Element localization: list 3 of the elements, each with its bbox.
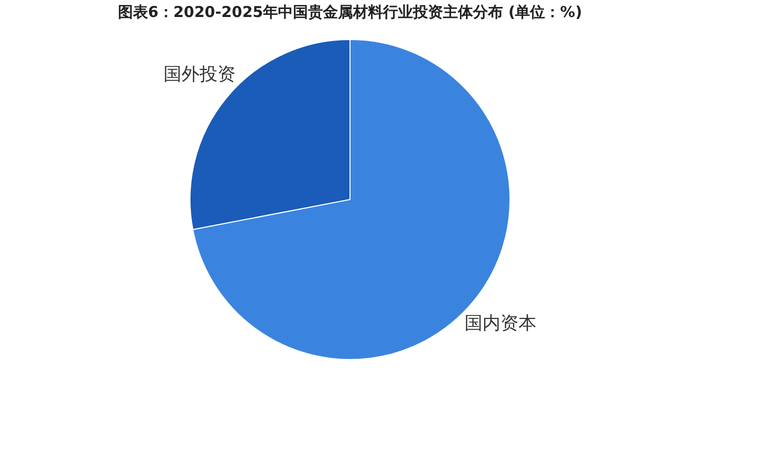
chart-title: 图表6：2020-2025年中国贵金属材料行业投资主体分布 (单位：%)	[118, 3, 582, 21]
slice-label: 国内资本	[464, 312, 536, 334]
slice-label: 国外投资	[164, 64, 236, 86]
